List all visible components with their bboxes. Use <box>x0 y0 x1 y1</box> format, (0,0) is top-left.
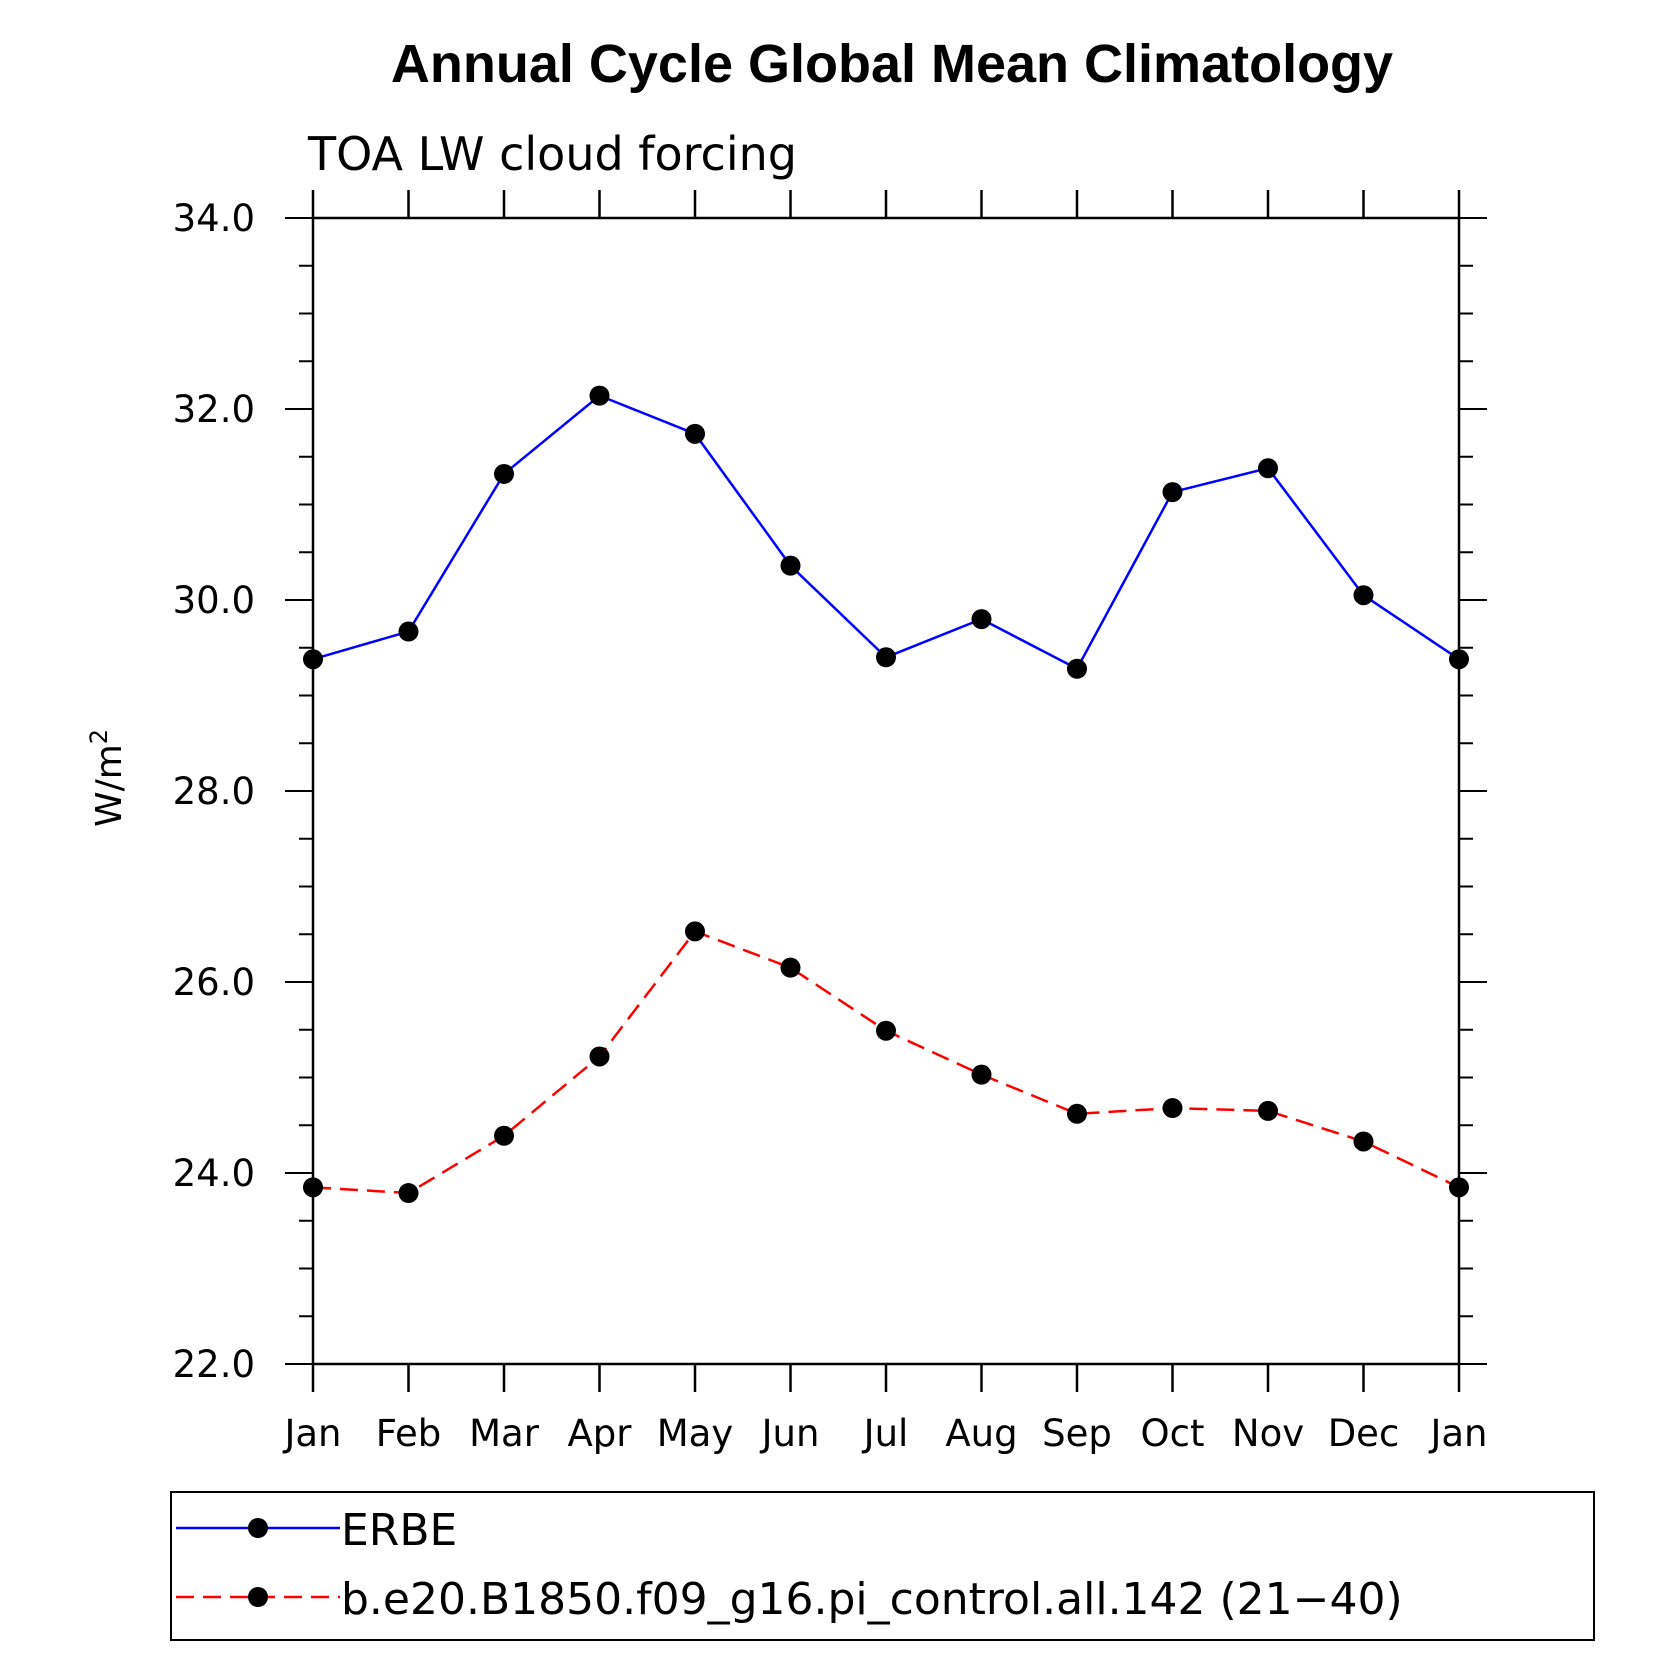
y-tick-labels: 22.0 24.0 26.0 28.0 30.0 32.0 34.0 <box>173 197 255 1386</box>
legend-label-model: b.e20.B1850.f09_g16.pi_control.all.142 (… <box>341 1574 1403 1625</box>
y-tick-label: 30.0 <box>173 579 255 622</box>
plot-frame <box>311 216 1461 1366</box>
series-1-point <box>685 921 705 942</box>
x-tick-label: Oct <box>1141 1412 1205 1455</box>
series-lines <box>312 394 1460 1195</box>
series-1-point <box>589 1046 610 1067</box>
x-tick-label: Feb <box>376 1412 442 1455</box>
series-0-point <box>398 621 419 642</box>
series-1-point <box>303 1177 323 1198</box>
series-1-point <box>398 1183 419 1204</box>
legend-marker-model <box>248 1587 268 1607</box>
series-line-0 <box>312 394 1460 671</box>
series-line-1 <box>312 929 1460 1195</box>
y-tick-label: 32.0 <box>173 388 255 431</box>
legend-label-erbe: ERBE <box>341 1505 457 1556</box>
series-markers <box>303 385 1469 1204</box>
series-1-point <box>1353 1131 1374 1152</box>
y-tick-label: 26.0 <box>173 961 255 1004</box>
series-0-point <box>876 647 896 668</box>
series-0-point <box>494 463 514 484</box>
y-axis-label: W/m2 <box>85 729 130 827</box>
series-0-point <box>1353 585 1374 606</box>
series-1-point <box>1258 1100 1278 1121</box>
x-tick-labels: Jan Feb Mar Apr May Jun Jul Aug Sep Oct Nov Dec Jan <box>282 1412 1487 1455</box>
legend-box <box>170 1491 1595 1641</box>
legend: ERBE b.e20.B1850.f09_g16.pi_control.all.… <box>170 1491 1595 1641</box>
x-tick-label: Sep <box>1042 1412 1112 1455</box>
series-1-point <box>1162 1098 1183 1119</box>
series-0-point <box>303 649 323 670</box>
chart-title: Annual Cycle Global Mean Climatology <box>391 34 1393 94</box>
series-1-point <box>494 1125 514 1146</box>
x-tick-label: Dec <box>1328 1412 1400 1455</box>
x-tick-label: Aug <box>945 1412 1017 1455</box>
y-tick-label: 24.0 <box>173 1152 255 1195</box>
x-tick-label: Apr <box>567 1412 632 1455</box>
x-tick-label: Jun <box>760 1412 820 1455</box>
x-tick-label: May <box>657 1412 734 1455</box>
svg-text:W/m2: W/m2 <box>85 729 130 827</box>
y-tick-label: 22.0 <box>173 1343 255 1386</box>
chart-subtitle: TOA LW cloud forcing <box>307 127 797 181</box>
series-0-point <box>971 609 992 630</box>
x-tick-label: Jan <box>282 1412 341 1455</box>
y-tick-label: 28.0 <box>173 770 255 813</box>
series-1-point <box>876 1020 896 1041</box>
series-0-point <box>589 385 610 406</box>
series-0-point <box>1258 458 1278 479</box>
y-tick-label: 34.0 <box>173 197 255 240</box>
axis-ticks <box>285 190 1487 1392</box>
y-axis-label-superscript: 2 <box>85 729 113 744</box>
legend-marker-erbe <box>248 1518 268 1538</box>
series-0-point <box>1162 482 1183 503</box>
series-0-point <box>685 423 705 444</box>
series-0-point <box>1067 658 1087 679</box>
series-1-point <box>1449 1177 1469 1198</box>
series-0-point <box>1449 649 1469 670</box>
series-0-point <box>780 555 801 576</box>
series-1-point <box>1067 1103 1087 1124</box>
series-1-point <box>971 1064 992 1085</box>
x-tick-label: Nov <box>1232 1412 1304 1455</box>
y-axis-label-text: W/m <box>89 744 130 827</box>
x-tick-label: Jul <box>862 1412 909 1455</box>
x-tick-label: Jan <box>1428 1412 1487 1455</box>
x-tick-label: Mar <box>469 1412 540 1455</box>
series-1-point <box>780 957 801 978</box>
